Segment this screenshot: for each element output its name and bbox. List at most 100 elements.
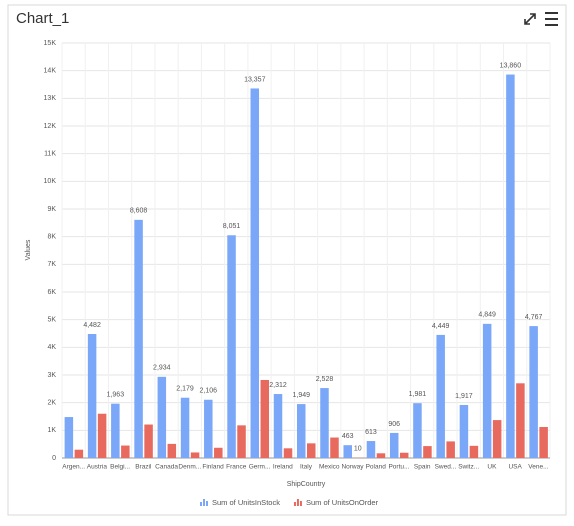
bar — [261, 380, 270, 458]
x-tick-label: Portu... — [388, 464, 409, 471]
x-tick-label: Brazil — [135, 464, 152, 471]
bar — [436, 335, 445, 458]
bar — [367, 441, 376, 458]
x-tick-label: Italy — [300, 464, 313, 471]
bar — [297, 404, 306, 458]
bar — [158, 377, 167, 458]
data-label: 10 — [354, 446, 362, 453]
x-tick-label: Switz... — [458, 464, 479, 471]
bar — [274, 394, 283, 458]
y-tick-label: 9K — [47, 206, 56, 213]
bar — [460, 405, 469, 458]
y-tick-label: 11K — [44, 151, 56, 158]
x-tick-label: Swed... — [435, 464, 457, 471]
x-tick-label: Vene... — [528, 464, 548, 471]
bar — [320, 388, 329, 458]
x-tick-label: Ireland — [273, 464, 293, 471]
bar — [377, 453, 386, 458]
chart-title: Chart_1 — [16, 10, 69, 27]
x-tick-label: Poland — [366, 464, 387, 471]
x-tick-label: UK — [487, 464, 497, 471]
bar — [191, 452, 200, 458]
x-tick-label: Finland — [202, 464, 224, 471]
y-axis-label: Values — [25, 239, 32, 260]
data-label: 613 — [365, 429, 377, 436]
data-label: 1,949 — [292, 392, 310, 399]
legend-icon — [297, 499, 299, 506]
data-label: 906 — [388, 421, 400, 428]
data-label: 8,608 — [130, 208, 148, 215]
bar — [88, 334, 97, 458]
bar — [493, 420, 502, 458]
y-tick-label: 8K — [47, 234, 56, 241]
x-tick-label: Canada — [155, 464, 178, 471]
bar — [134, 220, 143, 458]
y-tick-label: 13K — [44, 95, 57, 102]
bar — [330, 438, 339, 458]
bar — [400, 453, 409, 458]
data-label: 1,917 — [455, 393, 473, 400]
bar — [390, 433, 399, 458]
data-label: 13,357 — [244, 76, 266, 83]
legend-label: Sum of UnitsInStock — [212, 498, 280, 507]
x-tick-label: France — [226, 464, 247, 471]
y-tick-label: 6K — [47, 289, 56, 296]
y-tick-label: 14K — [44, 68, 57, 75]
y-tick-label: 7K — [47, 261, 56, 268]
data-label: 8,051 — [223, 223, 241, 230]
data-label: 2,528 — [316, 376, 334, 383]
x-tick-label: Norway — [341, 464, 364, 471]
bar — [168, 444, 177, 458]
y-tick-label: 12K — [44, 123, 57, 130]
x-tick-label: Mexico — [319, 464, 340, 471]
y-tick-label: 10K — [44, 178, 57, 185]
bar — [214, 448, 223, 458]
bar — [470, 446, 479, 458]
bar — [237, 425, 246, 458]
x-tick-label: Spain — [414, 464, 431, 471]
data-label: 2,312 — [269, 382, 287, 389]
bar — [529, 326, 538, 458]
data-label: 13,860 — [500, 62, 522, 69]
data-label: 4,482 — [83, 322, 101, 329]
data-label: 2,179 — [176, 386, 194, 393]
bar — [446, 441, 455, 458]
legend-icon — [206, 501, 208, 506]
bar — [98, 414, 107, 458]
data-label: 4,767 — [525, 314, 543, 321]
y-tick-label: 4K — [47, 344, 56, 351]
data-label: 1,981 — [409, 391, 427, 398]
y-tick-label: 1K — [47, 427, 56, 434]
y-tick-label: 5K — [47, 317, 56, 324]
bar — [307, 443, 316, 458]
legend-icon — [300, 501, 302, 506]
x-tick-label: Austria — [87, 464, 108, 471]
bar — [144, 425, 153, 458]
bar — [75, 450, 84, 458]
x-tick-label: Denm... — [178, 464, 201, 471]
data-label: 4,449 — [432, 323, 450, 330]
legend-icon — [200, 502, 202, 506]
bar — [181, 398, 190, 458]
x-tick-label: Germ... — [249, 464, 271, 471]
y-tick-label: 2K — [47, 400, 56, 407]
data-label: 2,106 — [200, 388, 218, 395]
y-tick-label: 15K — [44, 40, 57, 47]
legend-label: Sum of UnitsOnOrder — [306, 498, 379, 507]
bar — [413, 403, 422, 458]
data-label: 463 — [342, 433, 354, 440]
x-tick-label: USA — [508, 464, 522, 471]
bar — [227, 235, 236, 458]
data-label: 1,963 — [107, 392, 125, 399]
data-label: 2,934 — [153, 365, 171, 372]
y-tick-label: 0 — [52, 455, 56, 462]
bar — [111, 404, 120, 458]
bar — [204, 400, 213, 458]
bar — [251, 88, 260, 458]
bar — [516, 383, 525, 458]
bar — [121, 446, 130, 458]
x-tick-label: Argen... — [62, 464, 85, 471]
bar — [284, 448, 293, 458]
y-tick-label: 3K — [47, 372, 56, 379]
